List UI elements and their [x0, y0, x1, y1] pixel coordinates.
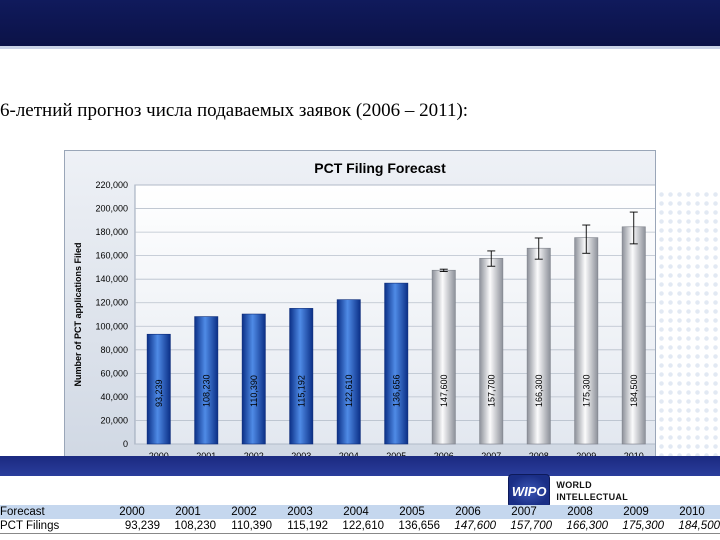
table-value-cell: 115,192: [272, 519, 328, 534]
y-tick-label: 140,000: [95, 274, 128, 284]
bar: [574, 237, 599, 445]
bar: [526, 247, 551, 445]
table-header-row: Forecast 2000 2001 2002 2003 2004 2005 2006 200…: [0, 505, 720, 519]
logo-line-2: Intellectual: [556, 492, 628, 502]
bar: [431, 269, 456, 445]
y-tick-label: 220,000: [95, 180, 128, 190]
table-value-cell: 157,700: [496, 519, 552, 534]
bar-data-label: 93,239: [154, 379, 164, 407]
bar: [194, 316, 219, 445]
bar: [336, 299, 361, 445]
bar-data-label: 136,656: [391, 374, 401, 407]
table-value-cell: 147,600: [440, 519, 496, 534]
pct-forecast-chart: PCT Filing Forecast 0 20,000 40,000 60,000 80…: [73, 160, 655, 461]
y-tick-label: 20,000: [100, 415, 128, 425]
table-year-cell: 2000: [104, 505, 160, 519]
bar-data-label: 175,300: [581, 374, 591, 407]
bar-data-label: 157,700: [486, 374, 496, 407]
table-header-label: Forecast: [0, 505, 104, 519]
chart-title: PCT Filing Forecast: [314, 160, 446, 176]
bar-data-label: 108,230: [201, 374, 211, 407]
bar: [241, 313, 266, 445]
footer-band: [0, 456, 720, 476]
table-value-cell: 175,300: [608, 519, 664, 534]
table-year-cell: 2004: [328, 505, 384, 519]
table-row-label: PCT Filings: [0, 519, 104, 534]
bar-data-label: 122,610: [344, 374, 354, 407]
logo-line-1: World: [556, 480, 592, 490]
table-year-cell: 2010: [664, 505, 720, 519]
y-tick-label: 120,000: [95, 298, 128, 308]
bar: [479, 258, 504, 445]
wipo-emblem-icon: WIPO: [508, 474, 551, 508]
bar-data-label: 115,192: [296, 375, 306, 407]
table-year-cell: 2007: [496, 505, 552, 519]
table-value-cell: 122,610: [328, 519, 384, 534]
y-tick-label: 160,000: [95, 251, 128, 261]
wipo-logo: WIPO World Intellectual: [508, 474, 628, 508]
table-year-cell: 2008: [552, 505, 608, 519]
bar-data-label: 184,500: [629, 374, 639, 407]
table-year-cell: 2006: [440, 505, 496, 519]
table-value-cell: 184,500: [664, 519, 720, 534]
y-tick-label: 180,000: [95, 227, 128, 237]
bar-data-label: 147,600: [439, 374, 449, 407]
table-year-cell: 2009: [608, 505, 664, 519]
table-value-cell: 166,300: [552, 519, 608, 534]
y-tick-label: 100,000: [95, 321, 128, 331]
y-tick-label: 0: [123, 439, 128, 449]
bar-data-label: 166,300: [534, 374, 544, 407]
table-value-cell: 136,656: [384, 519, 440, 534]
header-bar: [0, 0, 720, 49]
table-value-cell: 110,390: [216, 519, 272, 534]
table-year-cell: 2001: [160, 505, 216, 519]
slide-title: 6-летний прогноз числа подаваемых заявок…: [0, 100, 469, 121]
y-tick-label: 80,000: [100, 345, 128, 355]
table-values-row: PCT Filings 93,239 108,230 110,390 115,192 1…: [0, 519, 720, 534]
bar: [384, 282, 409, 445]
chart-frame: PCT Filing Forecast 0 20,000 40,000 60,000 80…: [64, 150, 656, 472]
table-value-cell: 93,239: [104, 519, 160, 534]
y-tick-label: 200,000: [95, 204, 128, 214]
logo-text: World Intellectual: [556, 479, 628, 503]
y-tick-label: 40,000: [100, 392, 128, 402]
bar: [289, 308, 314, 445]
table-year-cell: 2005: [384, 505, 440, 519]
bar: [146, 333, 171, 445]
table-year-cell: 2003: [272, 505, 328, 519]
y-axis-label: Number of PCT applications Filed: [73, 242, 83, 386]
y-tick-label: 60,000: [100, 368, 128, 378]
table-value-cell: 108,230: [160, 519, 216, 534]
bar: [621, 226, 646, 445]
forecast-table: Forecast 2000 2001 2002 2003 2004 2005 2006 200…: [0, 505, 720, 534]
table-year-cell: 2002: [216, 505, 272, 519]
bar-data-label: 110,390: [249, 375, 259, 407]
